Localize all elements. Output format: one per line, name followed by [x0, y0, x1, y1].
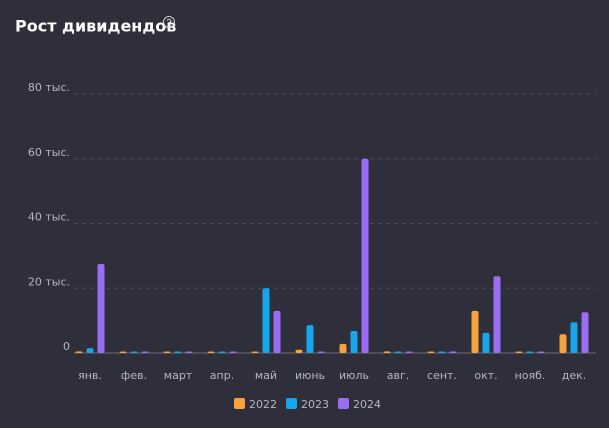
bar: [515, 351, 523, 353]
bar: [427, 351, 435, 353]
bar: [482, 332, 490, 353]
bar: [559, 334, 567, 353]
bar: [163, 351, 171, 353]
bar: [86, 348, 94, 353]
chart-title: Рост дивидендов: [15, 17, 176, 36]
y-tick-label: 80 тыс.: [28, 81, 70, 94]
bar: [493, 276, 501, 353]
help-icon[interactable]: [163, 16, 175, 28]
legend-swatch[interactable]: [234, 398, 245, 409]
y-tick-label: 40 тыс.: [28, 211, 70, 224]
bar: [394, 351, 402, 353]
x-tick-label: дек.: [562, 369, 587, 382]
bar: [141, 351, 149, 353]
bar: [438, 351, 446, 353]
x-tick-label: фев.: [121, 369, 147, 382]
x-tick-label: май: [255, 369, 277, 382]
x-tick-label: янв.: [78, 369, 102, 382]
bar: [295, 349, 303, 353]
x-tick-label: окт.: [474, 369, 497, 382]
bar: [229, 351, 237, 353]
bar: [75, 351, 83, 353]
bar: [581, 312, 589, 353]
legend-label[interactable]: 2024: [353, 398, 381, 411]
bar: [405, 351, 413, 353]
x-tick-label: март: [164, 369, 193, 382]
bar: [350, 330, 358, 353]
bar: [537, 351, 545, 353]
bar: [383, 351, 391, 353]
bar: [262, 288, 270, 353]
bar: [361, 158, 369, 353]
bar: [471, 310, 479, 353]
y-tick-label: 20 тыс.: [28, 275, 70, 288]
bar: [251, 351, 259, 353]
bar: [130, 351, 138, 353]
x-tick-label: авг.: [387, 369, 410, 382]
bar: [449, 351, 457, 353]
legend-swatch[interactable]: [338, 398, 349, 409]
legend-swatch[interactable]: [286, 398, 297, 409]
bar: [174, 351, 182, 353]
bar: [317, 351, 325, 353]
bar: [526, 351, 534, 353]
bar: [207, 351, 215, 353]
bar: [339, 343, 347, 353]
bar: [218, 351, 226, 353]
y-tick-label: 0: [63, 340, 70, 353]
x-tick-label: нояб.: [515, 369, 546, 382]
legend-label[interactable]: 2022: [249, 398, 277, 411]
bar: [185, 351, 193, 353]
bar: [119, 351, 127, 353]
x-tick-label: сент.: [427, 369, 457, 382]
bar: [273, 310, 281, 353]
x-tick-label: июль: [339, 369, 369, 382]
bar: [570, 322, 578, 353]
legend-label[interactable]: 2023: [301, 398, 329, 411]
bar: [306, 325, 314, 353]
bar: [97, 263, 105, 353]
x-tick-label: апр.: [210, 369, 234, 382]
y-tick-label: 60 тыс.: [28, 146, 70, 159]
x-tick-label: июнь: [295, 369, 325, 382]
